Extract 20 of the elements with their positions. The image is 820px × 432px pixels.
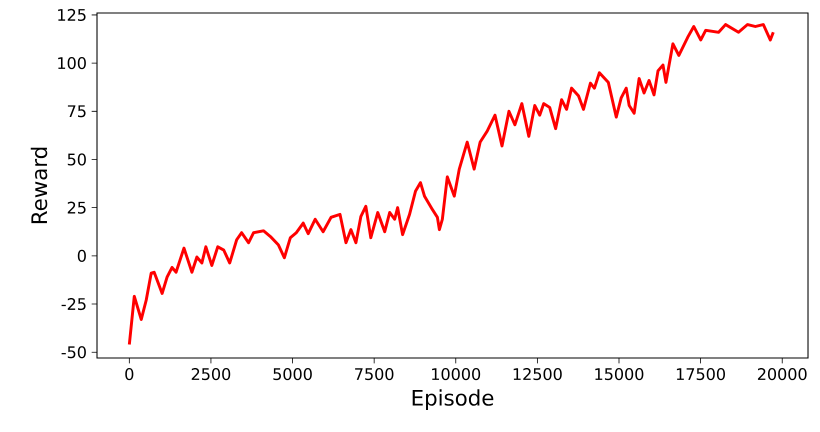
y-tick-label: 0 [78, 250, 86, 262]
y-tick-label: 100 [58, 57, 86, 70]
x-tick-label: 0 [125, 368, 134, 380]
y-tick-label: 25 [68, 202, 86, 214]
y-axis-title: Reward [30, 148, 48, 224]
x-tick-label: 17500 [676, 368, 725, 380]
x-tick-label: 12500 [514, 368, 562, 380]
x-tick-label: 15000 [595, 368, 644, 380]
y-tick-label: 50 [68, 153, 86, 166]
y-tick-label: 75 [68, 105, 86, 118]
x-tick-label: 20000 [758, 368, 807, 380]
x-tick-label: 10000 [432, 368, 480, 380]
x-axis-title: Episode [412, 389, 494, 410]
y-tick-label: 125 [58, 8, 86, 21]
x-tick-label: 7500 [355, 368, 394, 380]
x-tick-label: 5000 [273, 368, 312, 380]
y-tick-label: -25 [62, 298, 86, 310]
y-tick-label: -50 [62, 346, 86, 358]
line-series [128, 23, 775, 346]
x-tick-label: 2500 [192, 368, 230, 380]
